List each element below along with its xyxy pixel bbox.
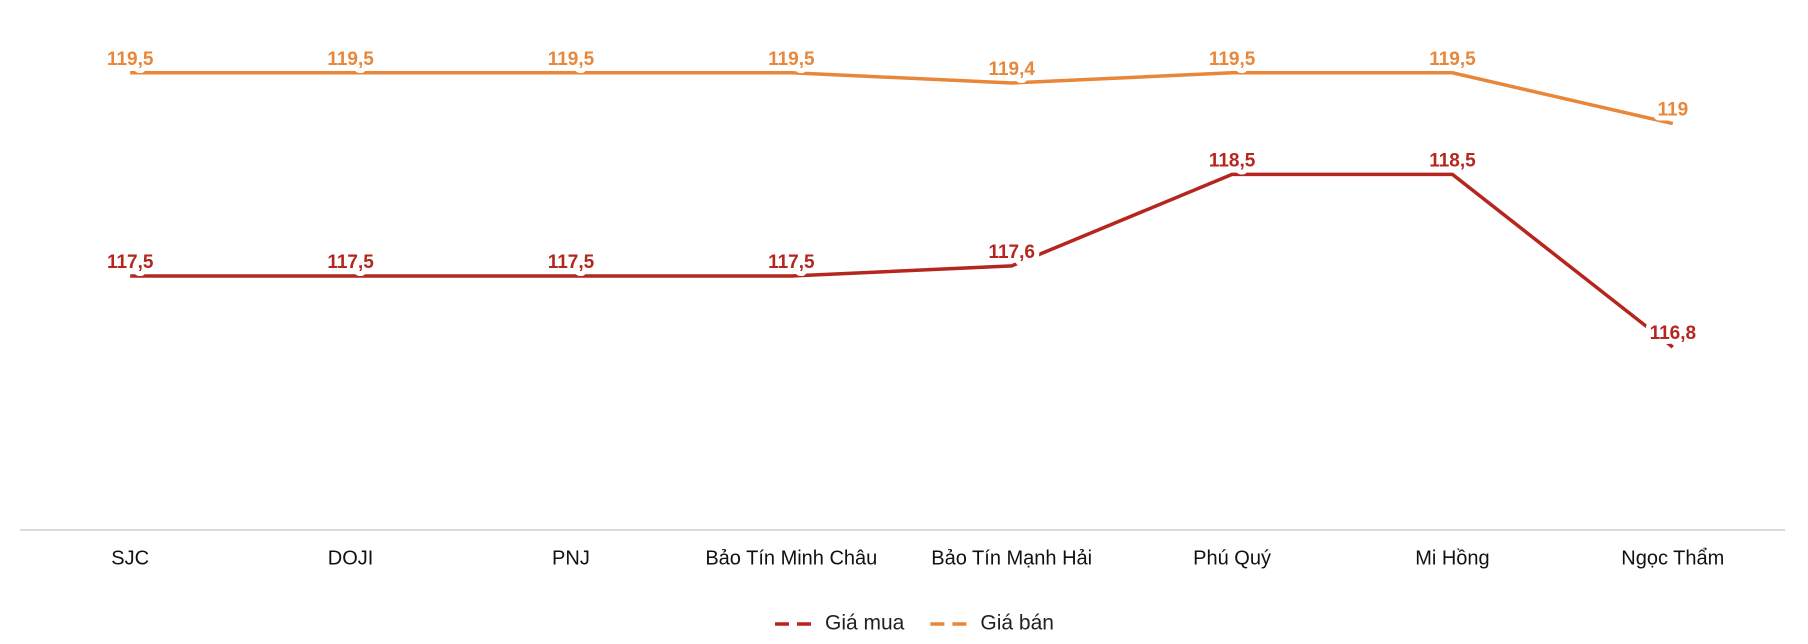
x-tick-label: Phú Quý: [1193, 547, 1271, 569]
x-tick-label: PNJ: [552, 547, 590, 569]
data-label: 119,5: [1209, 49, 1256, 70]
x-tick-label: Bảo Tín Minh Châu: [705, 547, 877, 569]
data-label: 119,4: [988, 59, 1035, 80]
data-label: 117,5: [548, 252, 595, 273]
data-label: 117,6: [988, 242, 1035, 263]
data-label: 117,5: [107, 252, 154, 273]
x-tick-label: DOJI: [328, 547, 374, 569]
x-tick-label: Bảo Tín Mạnh Hải: [931, 547, 1092, 569]
data-label: 119: [1657, 100, 1688, 121]
legend-label: Giá bán: [980, 612, 1054, 635]
x-tick-label: Mi Hồng: [1415, 547, 1489, 569]
data-label: 119,5: [107, 49, 154, 70]
data-label: 117,5: [327, 252, 374, 273]
x-tick-label: Ngọc Thẩm: [1621, 547, 1724, 569]
legend-label: Giá mua: [825, 612, 905, 635]
x-tick-label: SJC: [111, 547, 149, 569]
line-series: [130, 172, 1674, 349]
data-label: 119,5: [1429, 49, 1476, 70]
data-label: 119,5: [768, 49, 815, 70]
data-label: 118,5: [1429, 150, 1476, 171]
data-label: 116,8: [1650, 323, 1697, 344]
data-label: 119,5: [327, 49, 374, 70]
data-label: 119,5: [548, 49, 595, 70]
data-label: 118,5: [1209, 150, 1256, 171]
line-series: [130, 71, 1674, 126]
data-label: 117,5: [768, 252, 815, 273]
